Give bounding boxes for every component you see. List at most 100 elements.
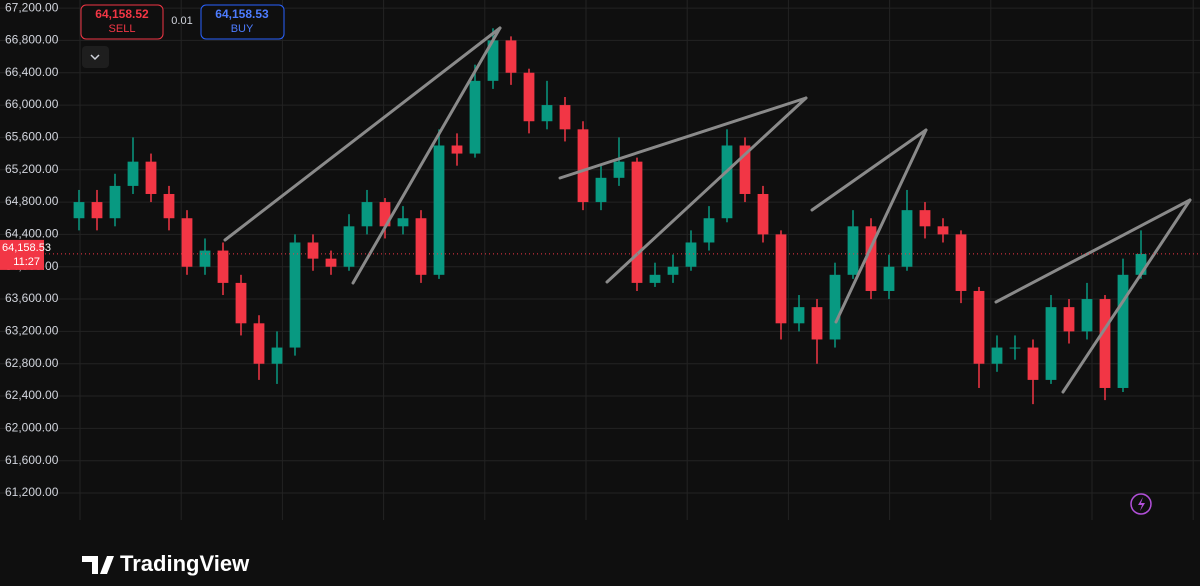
candle-body <box>1117 274 1129 388</box>
candle-body <box>631 161 643 283</box>
candle-body <box>73 202 85 219</box>
candle-body <box>721 145 733 219</box>
candle-body <box>1027 347 1039 380</box>
chevron-icon <box>90 54 100 61</box>
candle-body <box>523 72 535 122</box>
candle-body <box>865 226 877 291</box>
candle-body <box>145 161 157 194</box>
y-tick-label: 66,000.00 <box>5 97 59 111</box>
candle-body <box>901 210 913 267</box>
candle-body <box>775 234 787 324</box>
sell-label: SELL <box>109 23 136 35</box>
candle-body <box>829 274 841 340</box>
lightning-button[interactable] <box>1130 493 1152 515</box>
trend-line <box>558 96 808 180</box>
candle-body <box>199 250 211 267</box>
y-tick-label: 62,800.00 <box>5 356 59 370</box>
candle-body <box>613 161 625 178</box>
candle-body <box>793 307 805 324</box>
candle-body <box>919 210 931 227</box>
watermark-text: TradingView <box>120 551 250 576</box>
candle-body <box>487 40 499 81</box>
y-tick-label: 64,400.00 <box>5 227 59 241</box>
candle-body <box>379 202 391 227</box>
candle-body <box>1045 307 1057 380</box>
y-tick-label: 66,800.00 <box>5 33 59 47</box>
trend-line <box>351 26 502 285</box>
candle-body <box>307 242 319 259</box>
candle-body <box>325 258 337 267</box>
y-tick-label: 64,800.00 <box>5 194 59 208</box>
y-tick-label: 63,200.00 <box>5 324 59 338</box>
lightning-icon <box>1138 497 1145 511</box>
candle-body <box>541 105 553 122</box>
candle-body <box>739 145 751 194</box>
buy-button[interactable] <box>200 4 285 40</box>
candle-body <box>1081 299 1093 332</box>
candle-body <box>253 323 265 364</box>
candle-body <box>163 193 175 219</box>
y-tick-label: 66,400.00 <box>5 65 59 79</box>
candle-body <box>235 282 247 324</box>
candle-body <box>469 80 481 154</box>
candle-body <box>415 218 427 275</box>
candle-body <box>343 226 355 267</box>
y-tick-label: 61,200.00 <box>5 485 59 499</box>
candle-body <box>217 250 229 283</box>
candle-body <box>685 242 697 267</box>
candle-body <box>991 347 1003 364</box>
candle-body <box>757 193 769 235</box>
candle-body <box>1135 253 1147 275</box>
candle-body <box>1009 347 1021 349</box>
candle-body <box>91 202 103 219</box>
last-price-label: 64,158.53 <box>2 242 51 254</box>
candle-body <box>847 226 859 275</box>
candle-body <box>649 274 661 283</box>
last-price: 64,158.53 11:27 <box>0 239 1200 270</box>
candle-body <box>667 266 679 275</box>
trend-line <box>605 96 808 284</box>
candle-body <box>433 145 445 275</box>
candle-body <box>559 105 571 130</box>
candle-body <box>955 234 967 291</box>
trend-line <box>834 128 928 324</box>
candle-body <box>1063 307 1075 332</box>
collapse-button[interactable] <box>82 46 109 68</box>
last-price-box <box>0 239 44 270</box>
y-tick-label: 63,600.00 <box>5 291 59 305</box>
candle-body <box>289 242 301 348</box>
candle-body <box>595 177 607 203</box>
trading-panel: 64,158.52 SELL 0.01 64,158.53 BUY <box>80 4 285 68</box>
buy-price: 64,158.53 <box>215 7 269 21</box>
y-tick-label: 65,200.00 <box>5 162 59 176</box>
logo-icon <box>82 556 114 574</box>
countdown: 11:27 <box>13 256 40 268</box>
spread: 0.01 <box>171 15 192 27</box>
trend-line <box>1061 198 1192 394</box>
candle-body <box>577 129 589 203</box>
candle-body <box>451 145 463 154</box>
candle-body <box>127 161 139 186</box>
candle-body <box>703 218 715 243</box>
sell-button[interactable] <box>80 4 164 40</box>
trend-line <box>223 26 502 242</box>
y-tick-label: 61,600.00 <box>5 453 59 467</box>
y-tick-label: 67,200.00 <box>5 0 59 14</box>
candle-body <box>811 307 823 340</box>
watermark: TradingView <box>82 551 250 576</box>
candle-body <box>181 218 193 267</box>
candle-body <box>883 266 895 291</box>
candle-body <box>973 290 985 364</box>
candle-body <box>937 226 949 235</box>
horizontal-grid <box>0 7 1200 494</box>
buy-label: BUY <box>231 23 254 35</box>
trend-line <box>810 128 928 212</box>
sell-price: 64,158.52 <box>95 7 149 21</box>
candles <box>73 28 1147 405</box>
candle-body <box>397 218 409 227</box>
candle-body <box>109 185 121 219</box>
y-tick-label: 62,400.00 <box>5 388 59 402</box>
candle-body <box>505 40 517 73</box>
